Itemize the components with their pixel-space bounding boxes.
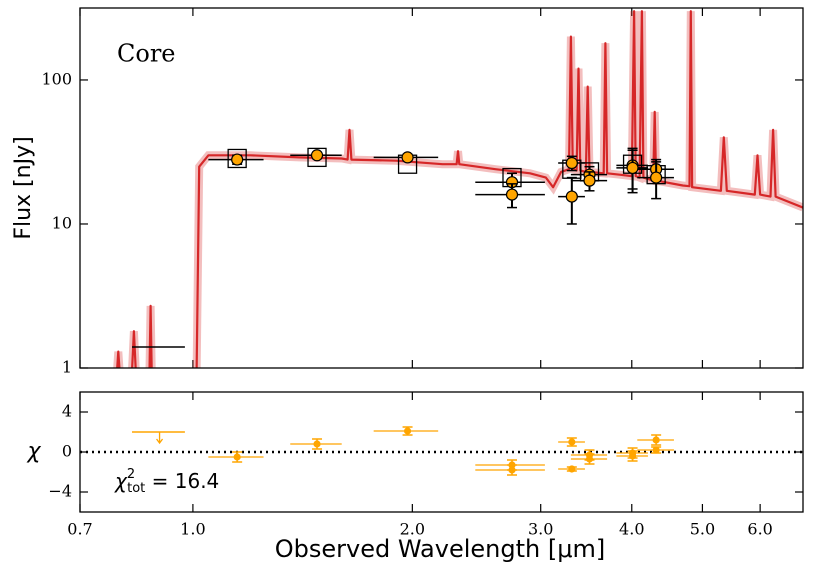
x-tick-label: 0.7 xyxy=(67,520,92,539)
data-point xyxy=(652,436,660,444)
y-tick-label: 10 xyxy=(52,213,72,232)
chi-symbol: χ xyxy=(114,469,128,493)
model-photometry xyxy=(307,147,327,168)
model-band xyxy=(113,11,803,368)
y-axis-label: Flux [nJy] xyxy=(11,136,36,239)
x-axis-label: Observed Wavelength [μm] xyxy=(275,535,605,563)
superscript: 2 xyxy=(127,467,135,482)
chi2-value: = 16.4 xyxy=(145,469,219,493)
data-point xyxy=(568,438,576,446)
data-point xyxy=(313,440,321,448)
data-point xyxy=(652,446,660,454)
data-point xyxy=(583,174,596,187)
y-tick-label: 4 xyxy=(62,402,72,421)
plot-frame xyxy=(79,7,804,369)
panel-label: Core xyxy=(117,40,176,68)
x-tick-label: 3.0 xyxy=(528,520,553,539)
x-tick-label: 2.0 xyxy=(400,520,425,539)
y-tick-label: 0 xyxy=(62,442,72,461)
subscript: tot xyxy=(127,481,145,496)
data-point xyxy=(585,455,594,463)
data-point xyxy=(650,171,663,184)
y-tick-label: 1 xyxy=(62,358,72,377)
x-tick-label: 1.0 xyxy=(180,520,205,539)
chi2-annotation: χ2 tot = 16.4 xyxy=(114,467,219,496)
data-point xyxy=(626,161,639,175)
y-axis-label: χ xyxy=(26,439,41,464)
data-point xyxy=(401,151,414,164)
data-point xyxy=(231,153,244,166)
plot-frame xyxy=(79,391,804,513)
data-point xyxy=(508,466,516,474)
model-photometry xyxy=(227,148,247,169)
data-point xyxy=(233,453,241,461)
x-tick-label: 4.0 xyxy=(619,520,644,539)
y-tick-label: 100 xyxy=(41,69,72,88)
data-point xyxy=(628,452,637,460)
data-point xyxy=(505,188,519,201)
x-tick-label: 5.0 xyxy=(690,520,715,539)
data-point xyxy=(310,149,324,162)
y-tick-label: −4 xyxy=(48,482,72,501)
model-spectrum xyxy=(116,10,803,368)
data-point xyxy=(565,156,578,170)
upper-limit-arrow xyxy=(156,432,164,445)
data-point xyxy=(403,427,412,435)
data-point xyxy=(565,190,578,203)
data-point xyxy=(568,465,576,473)
x-tick-label: 6.0 xyxy=(747,520,772,539)
